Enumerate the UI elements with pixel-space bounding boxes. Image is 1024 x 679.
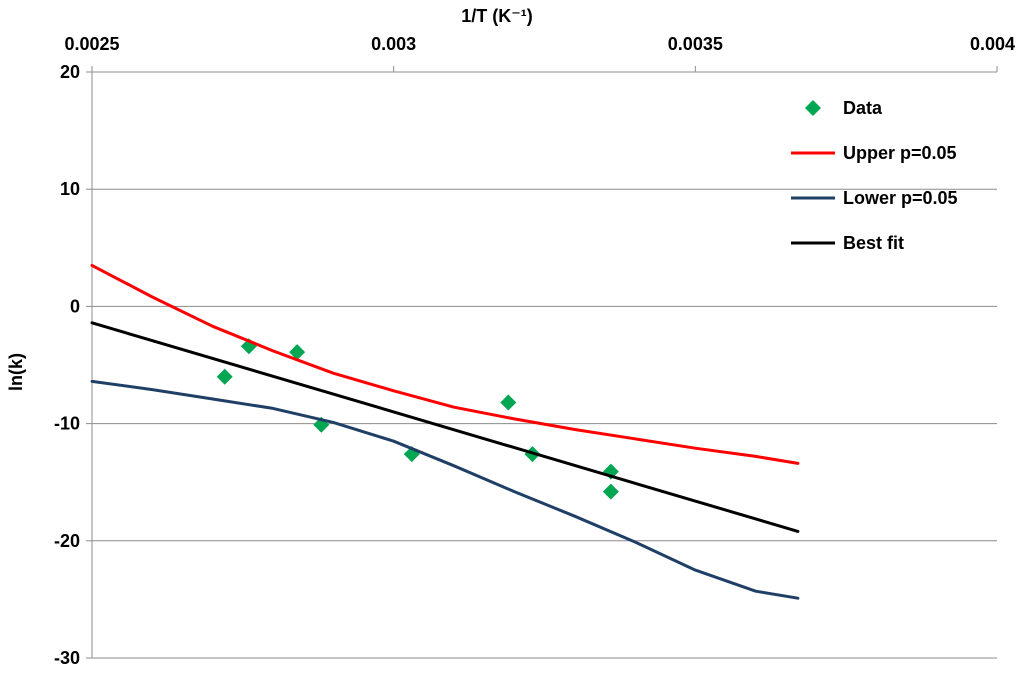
legend: Data Upper p=0.05 Lower p=0.05 Best fit xyxy=(791,98,958,253)
x-tick-label: 0.004 xyxy=(970,34,1015,54)
x-tick-label: 0.0025 xyxy=(64,34,119,54)
series-best-fit xyxy=(90,321,800,533)
legend-swatch xyxy=(805,100,821,116)
y-axis-title: ln(k) xyxy=(6,353,26,391)
series-lower-p-0-05 xyxy=(90,379,800,600)
series-line-best-fit xyxy=(90,321,800,533)
tick-labels: 20 10 0 -10 -20 -30 0.0025 0.003 0.0035 0.004 xyxy=(54,34,1015,668)
y-tick-label: 0 xyxy=(70,296,80,316)
x-tick-label: 0.003 xyxy=(371,34,416,54)
y-tick-label: -30 xyxy=(54,648,80,668)
data-point xyxy=(500,394,517,411)
x-tick-label: 0.0035 xyxy=(668,34,723,54)
data-point xyxy=(289,344,306,361)
series-line-upper-p-0-05 xyxy=(90,263,800,465)
series-upper-p-0-05 xyxy=(90,263,800,465)
y-tick-label: 20 xyxy=(60,62,80,82)
legend-label: Upper p=0.05 xyxy=(843,143,957,163)
legend-label: Data xyxy=(843,98,883,118)
y-tick-label: 10 xyxy=(60,179,80,199)
y-tick-label: -10 xyxy=(54,414,80,434)
legend-item-lower-p-0-05: Lower p=0.05 xyxy=(791,188,958,208)
series-data xyxy=(216,338,619,500)
data-point xyxy=(216,368,233,385)
legend-label: Best fit xyxy=(843,233,904,253)
plot-series xyxy=(90,263,800,600)
legend-item-data: Data xyxy=(805,98,883,118)
data-point xyxy=(602,483,619,500)
axes xyxy=(86,66,998,659)
x-axis-title: 1/T (K⁻¹) xyxy=(461,6,533,26)
y-tick-label: -20 xyxy=(54,531,80,551)
legend-item-best-fit: Best fit xyxy=(791,233,904,253)
legend-label: Lower p=0.05 xyxy=(843,188,958,208)
series-line-lower-p-0-05 xyxy=(90,379,800,600)
legend-item-upper-p-0-05: Upper p=0.05 xyxy=(791,143,957,163)
